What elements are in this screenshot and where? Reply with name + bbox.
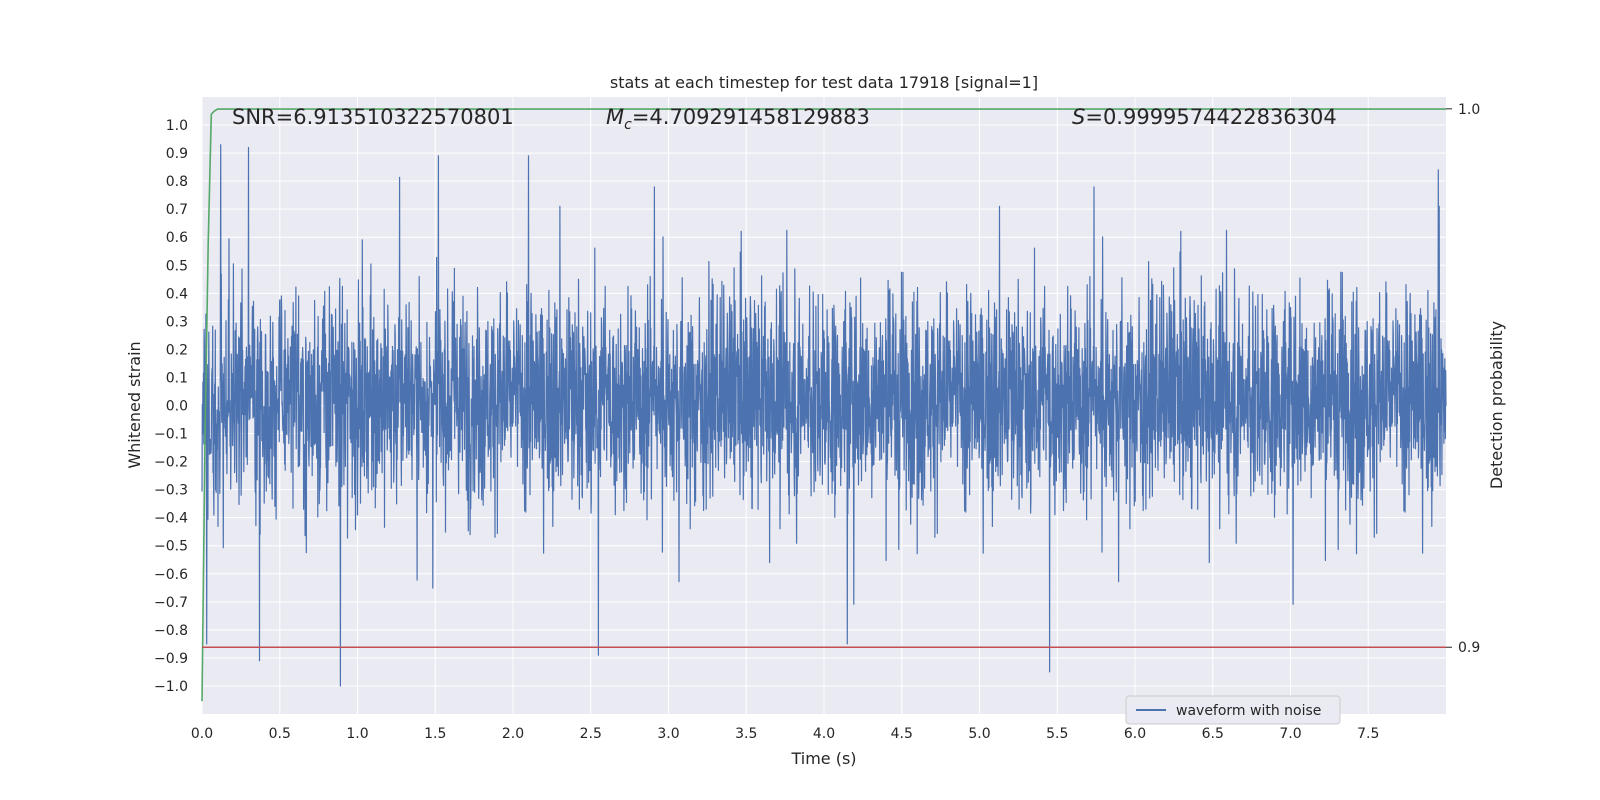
y-tick-label: −0.8 bbox=[154, 623, 188, 639]
legend-label: waveform with noise bbox=[1176, 703, 1321, 719]
x-tick-label: 5.0 bbox=[968, 726, 990, 742]
waveform-with-noise-line bbox=[201, 144, 1447, 687]
y-tick-label: 0.1 bbox=[166, 370, 188, 386]
detection-probability-line bbox=[201, 108, 1446, 702]
x-tick-label: 2.0 bbox=[502, 726, 524, 742]
x-tick-label: 3.5 bbox=[735, 726, 757, 742]
y-tick-label: 0.2 bbox=[166, 342, 188, 358]
y-tick-label: −0.2 bbox=[154, 455, 188, 471]
series-layer bbox=[201, 108, 1447, 702]
x-tick-label: 5.5 bbox=[1046, 726, 1068, 742]
y2-tick-label: 1.0 bbox=[1458, 102, 1480, 118]
x-tick-label: 1.0 bbox=[346, 726, 368, 742]
x-tick-label: 6.5 bbox=[1202, 726, 1224, 742]
y-tick-label: −0.7 bbox=[154, 595, 188, 611]
y-tick-label: 0.0 bbox=[166, 399, 188, 415]
y2-axis-label: Detection probability bbox=[1487, 321, 1506, 489]
y-tick-label: 0.6 bbox=[166, 230, 188, 246]
y-tick-label: −0.6 bbox=[154, 567, 188, 583]
snr-annotation: SNR=6.913510322570801 bbox=[232, 105, 514, 129]
y-tick-label: 0.4 bbox=[166, 286, 188, 302]
y-axis-label: Whitened strain bbox=[125, 341, 144, 468]
legend-box bbox=[1125, 695, 1341, 725]
x-tick-label: 0.0 bbox=[191, 726, 213, 742]
x-tick-label: 6.0 bbox=[1124, 726, 1146, 742]
x-tick-label: 3.0 bbox=[657, 726, 679, 742]
y-tick-label: −0.3 bbox=[154, 483, 188, 499]
y-tick-label: 0.3 bbox=[166, 314, 188, 330]
x-tick-label: 4.5 bbox=[891, 726, 913, 742]
y-tick-label: 1.0 bbox=[166, 118, 188, 134]
y-tick-label: 0.9 bbox=[166, 146, 188, 162]
x-axis: 0.0 0.5 1.0 1.5 2.0 2.5 3.0 3.5 4.0 4.5 5.0 5.5 6.0 6… bbox=[191, 726, 1380, 742]
x-tick-label: 7.5 bbox=[1357, 726, 1379, 742]
y-tick-label: 0.5 bbox=[166, 258, 188, 274]
x-tick-label: 7.0 bbox=[1279, 726, 1301, 742]
y-axis: 1.0 0.9 0.8 0.7 0.6 0.5 0.4 0.3 0.2 0.1 0.0 −0.1 −0.… bbox=[154, 118, 188, 695]
x-axis-label: Time (s) bbox=[790, 749, 856, 768]
x-tick-label: 1.5 bbox=[424, 726, 446, 742]
x-tick-label: 4.0 bbox=[813, 726, 835, 742]
chirp-mass-annotation: Mc=4.709291458129883 bbox=[606, 105, 870, 133]
chart-title: stats at each timestep for test data 179… bbox=[610, 73, 1038, 92]
y-tick-label: 0.7 bbox=[166, 202, 188, 218]
x-tick-label: 0.5 bbox=[269, 726, 291, 742]
y2-axis: 1.0 0.9 bbox=[1446, 102, 1480, 656]
y2-tick-label: 0.9 bbox=[1458, 640, 1480, 656]
y-tick-label: −0.1 bbox=[154, 427, 188, 443]
detection-statistic-annotation: S=0.9999574422836304 bbox=[1072, 105, 1337, 129]
y-tick-label: 0.8 bbox=[166, 174, 188, 190]
y-tick-label: −0.4 bbox=[154, 511, 188, 527]
y-tick-label: −0.5 bbox=[154, 539, 188, 555]
y-tick-label: −1.0 bbox=[154, 679, 188, 695]
x-tick-label: 2.5 bbox=[580, 726, 602, 742]
y-tick-label: −0.9 bbox=[154, 651, 188, 667]
legend: waveform with noise bbox=[1125, 695, 1341, 725]
